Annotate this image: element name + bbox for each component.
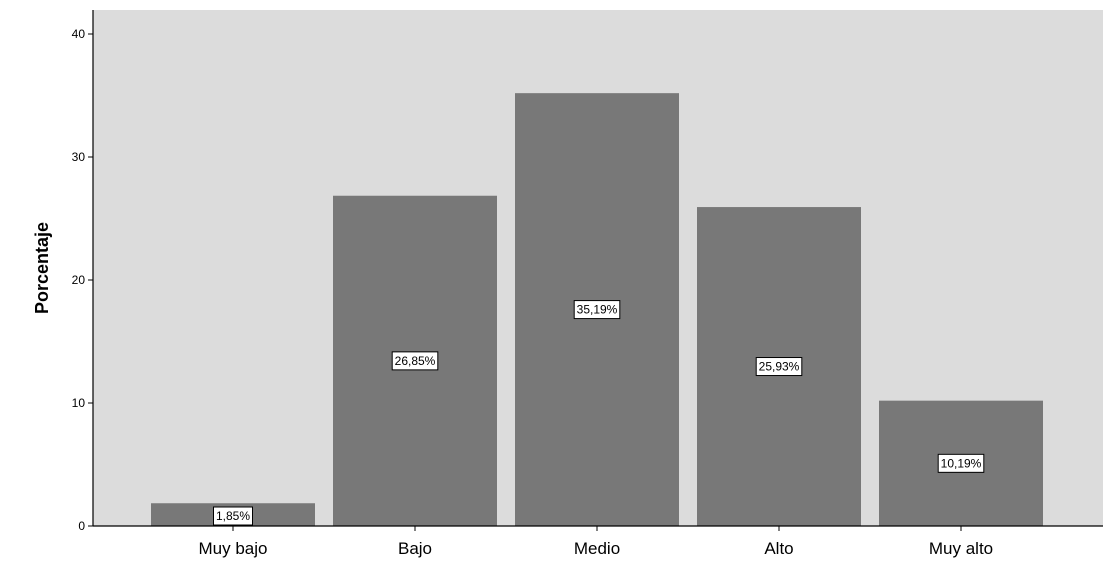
data-label-text: 10,19%	[941, 456, 982, 470]
data-label-text: 25,93%	[759, 360, 800, 374]
data-label: 25,93%	[755, 357, 803, 377]
x-tick-label: Medio	[574, 539, 620, 558]
data-label: 35,19%	[573, 300, 621, 320]
bars-group	[151, 93, 1043, 527]
x-tick-label: Muy bajo	[199, 539, 268, 558]
y-tick-label: 10	[72, 396, 86, 410]
data-labels-group: 1,85% 26,85% 35,19% 25,93% 10,19%	[213, 300, 985, 526]
y-ticks-group: 0 10 20 30 40	[72, 27, 93, 533]
x-tick-label: Bajo	[398, 539, 432, 558]
data-label: 10,19%	[937, 453, 985, 473]
data-label-text: 35,19%	[577, 303, 618, 317]
data-label: 1,85%	[213, 506, 253, 526]
x-labels-group: Muy bajo Bajo Medio Alto Muy alto	[199, 526, 993, 558]
data-label-text: 1,85%	[216, 509, 250, 523]
y-tick-label: 30	[72, 150, 86, 164]
data-label-box	[573, 300, 621, 320]
data-label-box	[755, 357, 803, 377]
y-axis-title: Porcentaje	[32, 222, 52, 314]
data-label-box	[213, 506, 253, 526]
y-tick-label: 0	[78, 519, 85, 533]
y-tick-label: 40	[72, 27, 86, 41]
data-label-text: 26,85%	[395, 354, 436, 368]
axes-group	[92, 10, 1103, 527]
x-tick-label: Muy alto	[929, 539, 993, 558]
data-label-box	[937, 453, 985, 473]
y-tick-label: 20	[72, 273, 86, 287]
data-label-box	[391, 351, 439, 371]
x-tick-label: Alto	[764, 539, 793, 558]
data-label: 26,85%	[391, 351, 439, 371]
